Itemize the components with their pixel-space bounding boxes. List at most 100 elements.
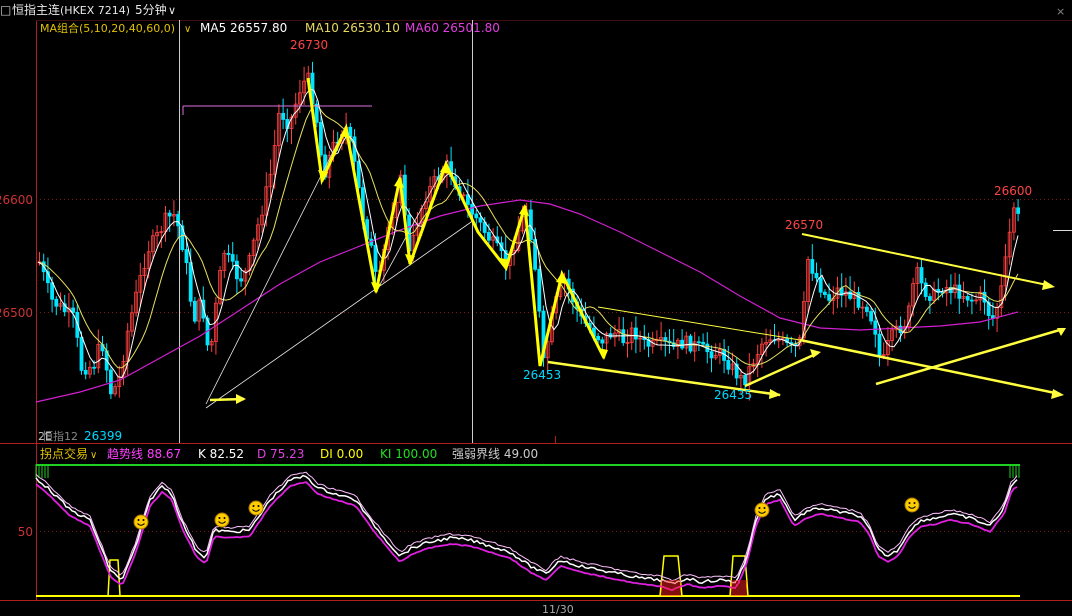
- candle-body: [965, 296, 970, 301]
- sub-k-label: K 82.52: [198, 447, 244, 461]
- candle-body: [743, 374, 747, 386]
- candle-body: [974, 299, 978, 302]
- ma60-label: MA60 26501.80: [405, 21, 500, 35]
- candle-body: [764, 342, 768, 345]
- candle-body: [276, 112, 281, 146]
- candle-body: [171, 214, 176, 217]
- header-code: (HKEX 7214): [60, 4, 130, 17]
- annot-high-26570: 26570: [785, 218, 823, 232]
- candle-body: [373, 244, 378, 272]
- candle-body: [604, 333, 609, 344]
- ytick-26600: 26600: [0, 193, 33, 207]
- candle-body: [625, 342, 630, 344]
- arrow-head: [236, 394, 246, 404]
- arrow-head: [371, 282, 381, 294]
- date-label: 11/30: [542, 603, 574, 616]
- header-icon[interactable]: □: [0, 3, 11, 17]
- candle-body: [638, 337, 642, 340]
- candle-body: [281, 112, 286, 120]
- smiley-markers: [133, 497, 920, 530]
- candle-body: [873, 320, 878, 335]
- annot-high-26600: 26600: [994, 184, 1032, 198]
- channel-1-top: [597, 306, 801, 341]
- ma-group-label[interactable]: MA组合(5,10,20,40,60,0): [40, 21, 175, 35]
- candle-body: [88, 366, 92, 375]
- candle-body: [1007, 231, 1012, 258]
- candle-body: [533, 239, 537, 270]
- candle-body: [881, 354, 886, 357]
- sub-indicator-label[interactable]: 拐点交易: [40, 446, 88, 461]
- sub-ytick-50: 50: [18, 525, 33, 539]
- candle-body: [356, 160, 361, 189]
- candle-body: [428, 185, 433, 203]
- candle-body: [188, 262, 193, 302]
- candle-body: [768, 339, 773, 343]
- sub-d-line: [35, 481, 1018, 592]
- short-rising: [744, 351, 819, 388]
- candle-body: [50, 282, 54, 300]
- arrow-head: [318, 170, 328, 182]
- candle-body: [776, 339, 781, 342]
- candle-body: [239, 278, 244, 282]
- candle-body: [760, 343, 764, 355]
- candle-body: [608, 333, 613, 338]
- candle-body: [75, 311, 80, 338]
- candle-body: [486, 232, 491, 241]
- candle-body: [999, 285, 1004, 308]
- candle-body: [932, 288, 936, 301]
- candle-body: [474, 213, 479, 219]
- candle-body: [46, 271, 50, 284]
- candle-body: [680, 339, 684, 349]
- candle-body: [268, 173, 273, 188]
- candle-body: [71, 307, 75, 313]
- candle-body: [529, 209, 533, 240]
- period-chevron-down-icon[interactable]: ∨: [168, 4, 176, 17]
- candle-body: [978, 291, 983, 301]
- candle-body: [491, 236, 496, 241]
- arrow-head: [405, 254, 415, 266]
- candle-body: [919, 267, 924, 284]
- candle-body: [970, 299, 974, 302]
- candle-body: [697, 341, 701, 344]
- sub-signal-yellow: [36, 555, 1020, 597]
- header-close-icon[interactable]: ×: [1056, 5, 1065, 18]
- candle-body: [1003, 256, 1008, 287]
- header-period[interactable]: 5分钟: [135, 2, 167, 17]
- ma-group-chevron-down-icon[interactable]: ∨: [184, 24, 191, 35]
- ytick-26500: 26500: [0, 306, 33, 320]
- candle-body: [423, 201, 428, 209]
- sub-indicator-chevron-down-icon[interactable]: ∨: [90, 450, 97, 461]
- candle-body: [465, 194, 470, 205]
- candle-body: [297, 92, 302, 105]
- candle-body: [218, 270, 223, 304]
- candle-body: [159, 231, 164, 234]
- candle-body: [734, 363, 739, 379]
- trendline-white-2: [205, 219, 475, 409]
- candle-body: [255, 224, 260, 241]
- candle-body: [865, 306, 869, 312]
- candle-body: [478, 217, 483, 223]
- candle-body: [134, 291, 139, 314]
- candle-body: [911, 283, 915, 307]
- candle-body: [600, 339, 605, 344]
- trendline-white-1: [205, 133, 343, 405]
- candle-body: [982, 291, 987, 303]
- candle-body: [197, 299, 202, 322]
- candle-body: [138, 275, 143, 293]
- candle-body: [886, 340, 890, 356]
- candle-body: [318, 121, 323, 156]
- candle-body: [92, 366, 96, 369]
- candle-body: [806, 259, 810, 302]
- sub-trend-label: 趋势线 88.67: [107, 447, 181, 461]
- candle-body: [827, 294, 831, 301]
- candle-body: [96, 344, 101, 369]
- candle-body: [58, 303, 63, 307]
- candle-body: [802, 301, 806, 339]
- header-symbol[interactable]: 恒指主连: [12, 2, 60, 17]
- candle-body: [289, 116, 294, 129]
- candle-body: [856, 292, 861, 308]
- arrow-head: [810, 349, 821, 358]
- candle-body: [692, 341, 697, 352]
- candle-body: [701, 341, 705, 345]
